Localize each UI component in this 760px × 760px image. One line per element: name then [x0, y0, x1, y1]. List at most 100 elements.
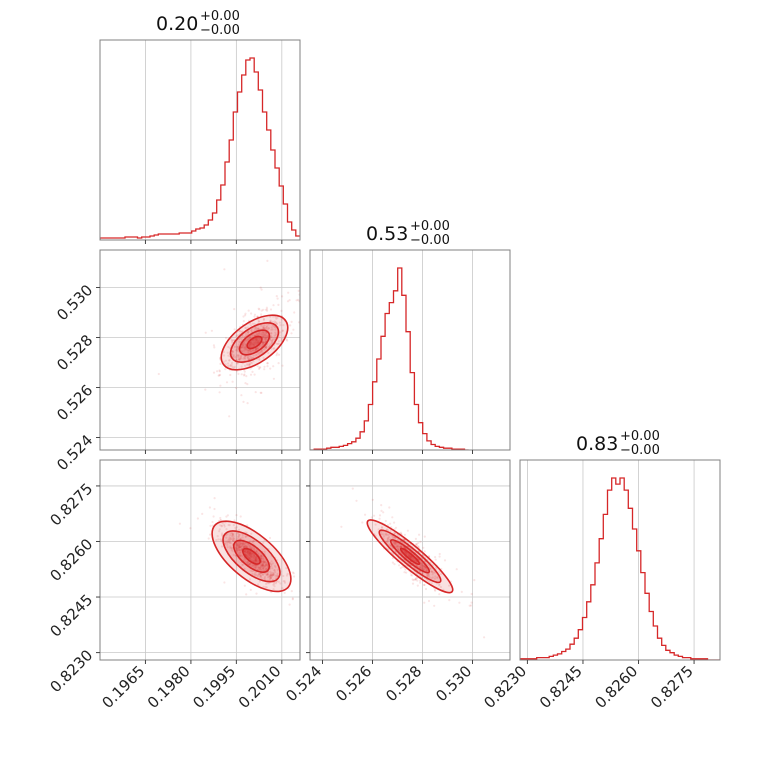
sample-point — [251, 540, 254, 543]
sample-point — [434, 558, 437, 561]
sample-point — [225, 536, 228, 539]
sample-point — [417, 545, 420, 548]
sample-point — [248, 343, 251, 347]
panel-frame — [309, 459, 511, 661]
sample-point — [271, 567, 274, 570]
sample-point — [263, 333, 266, 337]
sample-point — [236, 543, 239, 546]
sample-point — [229, 547, 232, 550]
sample-point — [244, 549, 247, 552]
sample-point — [212, 371, 216, 374]
sample-point — [236, 354, 240, 357]
sample-point — [410, 555, 413, 558]
sample-point — [239, 554, 242, 557]
sample-point — [258, 332, 261, 335]
sample-point — [272, 365, 275, 368]
sample-point — [259, 554, 263, 557]
sample-point — [276, 342, 279, 345]
sample-point — [246, 349, 250, 352]
contour-level — [378, 529, 442, 584]
sample-point — [265, 308, 269, 311]
sample-point — [250, 547, 253, 550]
sample-point — [258, 308, 261, 311]
sample-point — [269, 308, 273, 311]
sample-point — [237, 345, 240, 349]
sample-point — [257, 336, 260, 339]
sample-point — [433, 604, 436, 607]
sample-point — [254, 349, 257, 352]
sample-point — [277, 362, 280, 365]
sample-point — [254, 348, 257, 351]
sample-point — [254, 559, 257, 562]
sample-point — [241, 533, 244, 537]
panel-frame — [99, 39, 301, 241]
sample-point — [196, 517, 199, 520]
sample-point — [253, 558, 256, 561]
sample-point — [414, 537, 417, 541]
sample-point — [303, 284, 305, 286]
sample-point — [241, 542, 244, 545]
sample-point — [254, 557, 257, 560]
sample-point — [280, 309, 283, 312]
sample-point — [263, 565, 266, 569]
sample-point — [229, 545, 232, 548]
sample-point — [430, 570, 433, 573]
sample-point — [238, 340, 241, 343]
sample-point — [387, 533, 390, 537]
sample-point — [448, 584, 451, 587]
sample-point — [272, 347, 275, 351]
sample-point — [245, 561, 248, 564]
sample-point — [261, 335, 265, 338]
sample-point — [242, 320, 245, 323]
sample-point — [255, 337, 259, 340]
sample-point — [232, 354, 235, 357]
sample-point — [238, 534, 241, 537]
sample-point — [420, 564, 423, 568]
sample-point — [300, 606, 302, 608]
sample-point — [221, 522, 224, 525]
sample-point — [426, 574, 429, 577]
sample-point — [265, 346, 268, 349]
sample-point — [411, 557, 414, 561]
sample-point — [263, 575, 267, 579]
sample-point — [260, 576, 263, 579]
sample-point — [432, 571, 435, 574]
sample-point — [430, 582, 433, 585]
sample-point — [246, 363, 249, 367]
sample-point — [251, 556, 254, 559]
sample-point — [420, 566, 424, 569]
sample-point — [255, 343, 258, 346]
sample-point — [239, 356, 242, 359]
sample-point — [219, 373, 222, 376]
sample-point — [271, 574, 274, 577]
contour-level — [246, 335, 263, 350]
sample-point — [228, 540, 231, 543]
sample-point — [236, 362, 239, 365]
sample-point — [254, 341, 257, 344]
sample-point — [237, 535, 240, 538]
sample-point — [262, 356, 265, 359]
sample-point — [239, 330, 242, 333]
sample-point — [260, 288, 263, 291]
sample-point — [254, 556, 257, 559]
sample-point — [270, 339, 273, 342]
sample-point — [255, 564, 258, 567]
sample-point — [244, 348, 247, 351]
sample-point — [270, 572, 273, 575]
sample-point — [232, 537, 235, 540]
sample-point — [389, 544, 392, 547]
sample-point — [255, 592, 258, 595]
sample-point — [260, 555, 263, 558]
sample-point — [240, 365, 243, 368]
sample-point — [404, 551, 407, 554]
sample-point — [247, 554, 250, 557]
sample-point — [266, 335, 269, 338]
sample-point — [242, 542, 245, 545]
sample-point — [262, 317, 266, 321]
sample-point — [272, 573, 275, 576]
density-layer — [157, 259, 486, 639]
sample-point — [254, 559, 257, 562]
sample-point — [413, 559, 417, 562]
sample-point — [247, 351, 250, 355]
sample-point — [271, 339, 274, 342]
